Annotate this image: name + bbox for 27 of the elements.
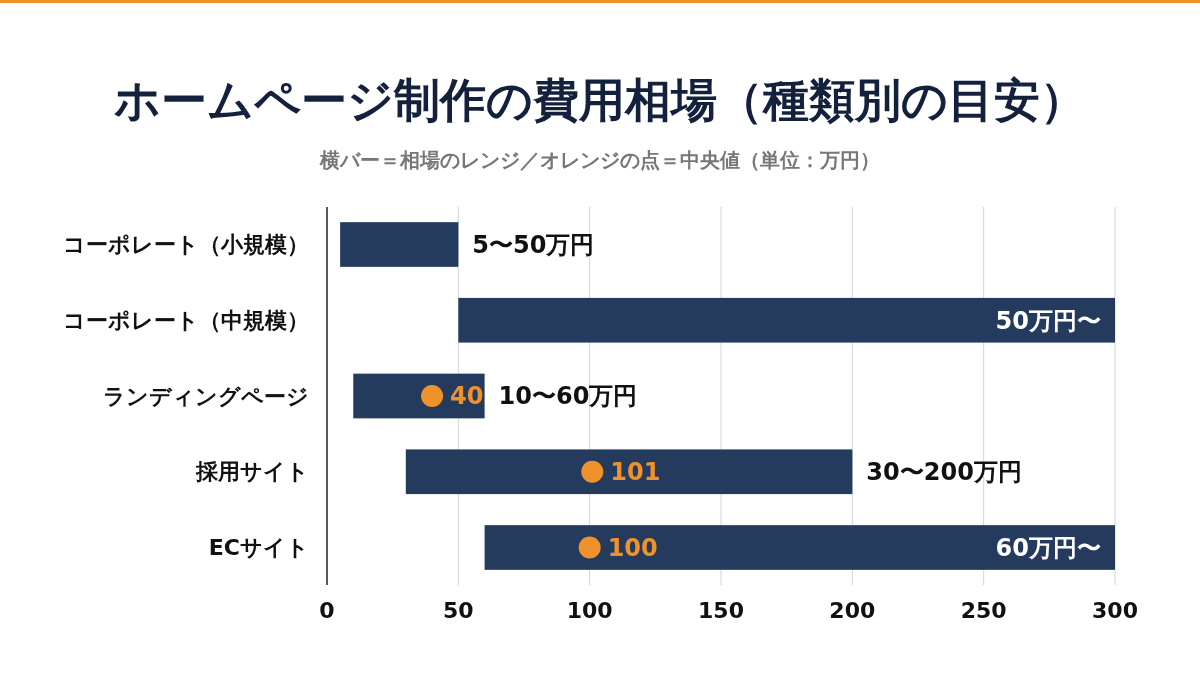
y-tick-label: 採用サイト: [195, 459, 309, 485]
annotation: 30〜200万円: [866, 458, 1022, 487]
bar: [340, 222, 459, 267]
bar: [405, 449, 853, 495]
data-label: 100: [607, 533, 658, 562]
x-tick-label: 200: [829, 597, 876, 623]
bar: [484, 525, 1115, 570]
bar: [458, 297, 1115, 343]
annotation: 5〜50万円: [472, 230, 595, 259]
x-tick-label: 0: [319, 597, 335, 623]
x-tick-label: 150: [698, 597, 744, 623]
chart-title: ホームページ制作の費用相場（種類別の目安）: [114, 73, 1086, 128]
x-tick-label: 300: [1092, 597, 1138, 623]
y-tick-label: コーポレート（中規模）: [63, 307, 309, 333]
annotation: 50万円〜: [995, 306, 1101, 335]
data-label: 40: [450, 382, 484, 411]
chart-subtitle: 横バー＝相場のレンジ／オレンジの点＝中央値（単位：万円）: [319, 148, 880, 172]
bar: [353, 373, 485, 419]
data-label: 101: [610, 458, 661, 487]
x-tick-label: 50: [443, 597, 474, 623]
y-tick-label: ECサイト: [208, 535, 309, 561]
annotation: 60万円〜: [995, 533, 1101, 562]
y-tick-label: ランディングページ: [103, 383, 309, 409]
x-tick-label: 250: [960, 597, 1007, 623]
x-tick-label: 100: [566, 597, 613, 623]
y-tick-label: コーポレート（小規模）: [63, 232, 309, 258]
annotation: 10〜60万円: [498, 382, 638, 411]
